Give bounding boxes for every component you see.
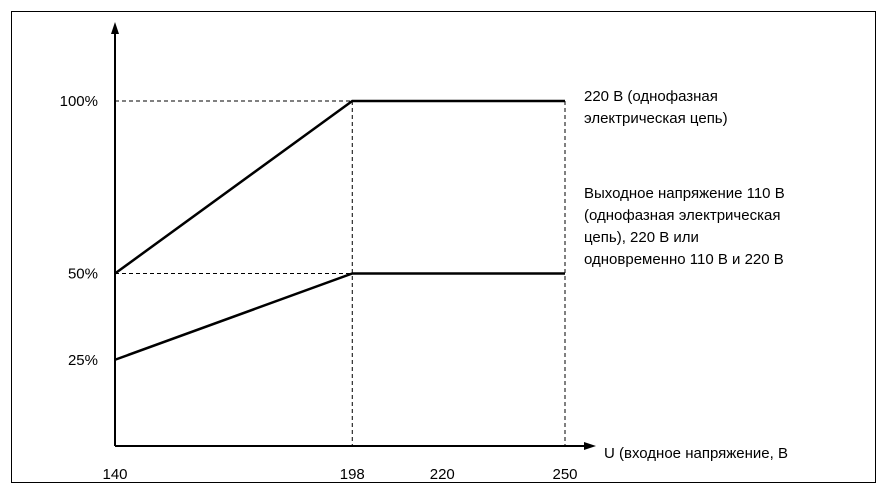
y-axis-arrow-icon <box>111 22 119 34</box>
x-axis-arrow-icon <box>584 442 596 450</box>
x-tick-label: 220 <box>430 466 455 483</box>
x-axis-label: U (входное напряжение, В <box>604 445 788 462</box>
x-tick-label: 198 <box>340 466 365 483</box>
series-labels: 220 В (однофазная электрическая цепь) Выхо… <box>584 88 785 268</box>
series-2-label-line: Выходное напряжение 110 В <box>584 185 785 202</box>
tick-labels: 140 198 220 250 100% 50% 25% <box>60 93 578 483</box>
x-tick-label: 140 <box>102 466 127 483</box>
series-1-label-line: 220 В (однофазная <box>584 88 718 105</box>
axes <box>111 22 596 450</box>
x-tick-label: 250 <box>552 466 577 483</box>
y-tick-label: 100% <box>60 93 98 110</box>
series-2-label-line: (однофазная электрическая <box>584 207 780 224</box>
y-tick-label: 50% <box>68 266 98 283</box>
y-tick-label: 25% <box>68 352 98 369</box>
grid-lines <box>115 100 566 446</box>
series-1-label-line: электрическая цепь) <box>584 110 728 127</box>
series-line-2 <box>114 272 565 361</box>
series-2-label-line: цепь), 220 В или <box>584 229 699 246</box>
series-2-label-line: одновременно 110 В и 220 В <box>584 251 784 268</box>
series-lines <box>114 99 565 361</box>
chart-border <box>11 11 876 483</box>
series-line-1 <box>114 99 565 275</box>
